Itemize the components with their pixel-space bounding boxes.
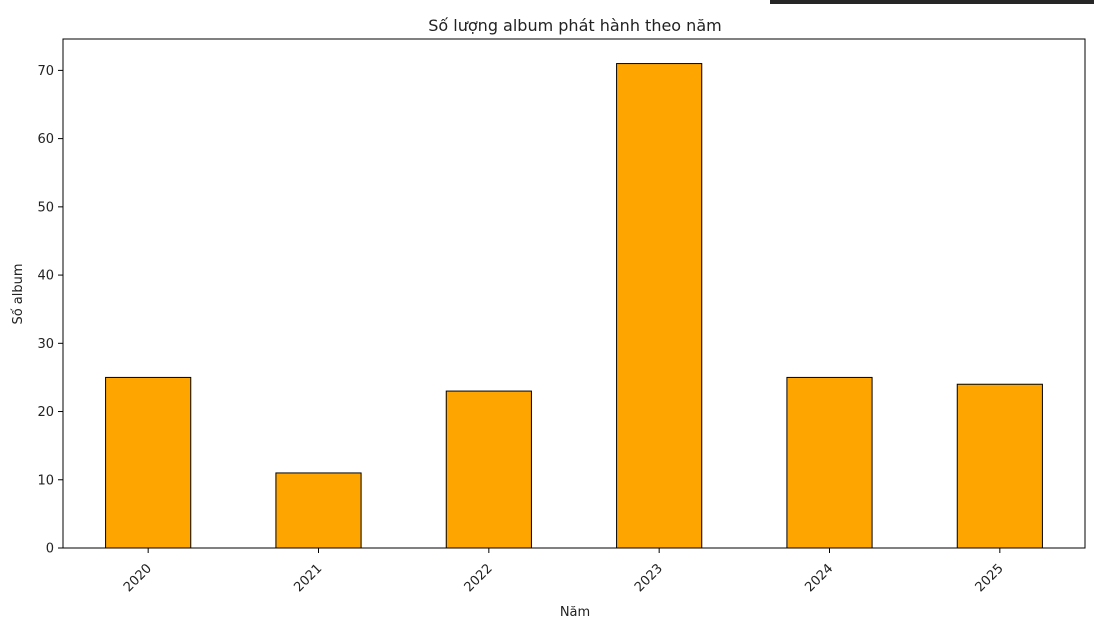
y-axis-label: Số album — [11, 263, 26, 324]
bar-2024 — [786, 376, 873, 549]
y-tick-label-30: 30 — [37, 337, 54, 352]
x-tick-label-2022: 2022 — [462, 561, 496, 595]
y-tick-label-20: 20 — [37, 405, 54, 420]
y-tick-label-60: 60 — [37, 132, 54, 147]
plot-area: 0 10 20 30 40 50 60 70 2020 2021 2022 2023 2024 2025 — [37, 38, 1086, 595]
x-tick-label-2023: 2023 — [632, 561, 666, 595]
y-tick-label-70: 70 — [37, 64, 54, 79]
y-tick-label-50: 50 — [37, 200, 54, 215]
top-window-strip — [770, 0, 1094, 4]
y-tick-label-0: 0 — [46, 542, 54, 557]
bar-2023 — [616, 63, 703, 549]
bar-2021 — [275, 472, 362, 549]
bar-2025 — [956, 383, 1043, 549]
x-tick-label-2021: 2021 — [291, 561, 325, 595]
chart-title: Số lượng album phát hành theo năm — [428, 16, 721, 35]
bar-2020 — [105, 376, 192, 549]
bar-2022 — [445, 390, 532, 549]
y-tick-label-10: 10 — [37, 473, 54, 488]
x-tick-label-2024: 2024 — [802, 561, 836, 595]
x-axis-label: Năm — [560, 605, 590, 620]
plot-frame — [62, 38, 1086, 549]
x-tick-label-2025: 2025 — [973, 561, 1007, 595]
x-tick-label-2020: 2020 — [121, 561, 155, 595]
y-tick-label-40: 40 — [37, 269, 54, 284]
